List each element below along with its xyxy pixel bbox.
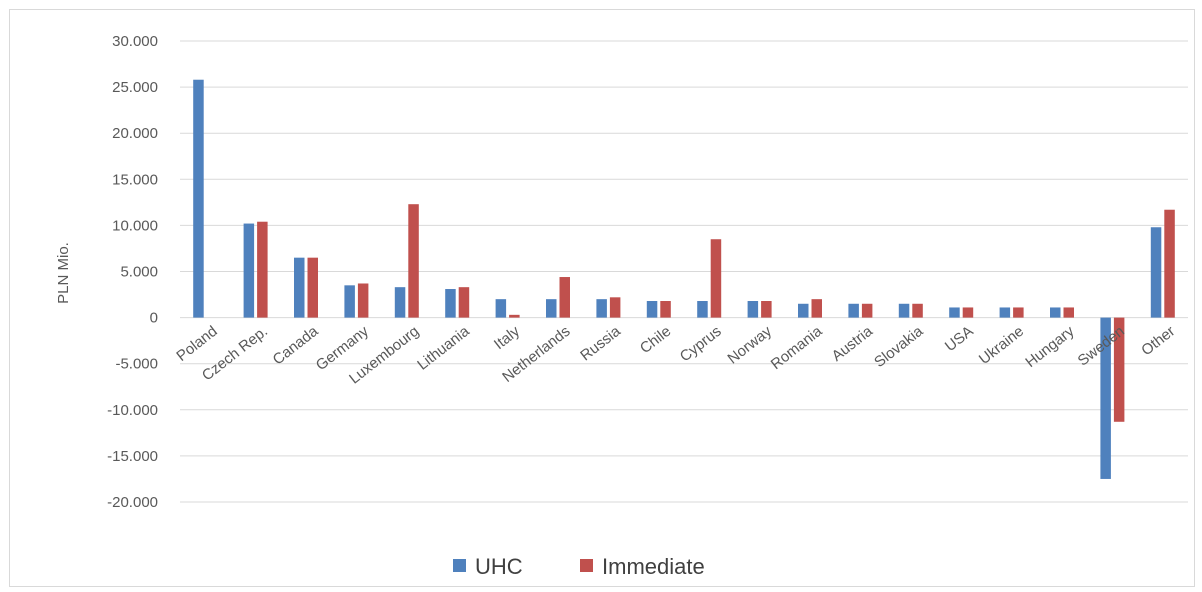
legend-swatch-uhc <box>453 559 466 572</box>
bar-uhc-romania <box>798 303 809 318</box>
bar-uhc-sweden <box>1100 317 1111 479</box>
category-label: Russia <box>577 322 624 364</box>
bar-immediate-canada <box>307 257 318 318</box>
bar-immediate-italy <box>509 314 520 318</box>
y-tick-label: 0 <box>150 310 158 327</box>
y-tick-label: -5.000 <box>115 356 158 373</box>
bar-immediate-other <box>1164 209 1175 318</box>
y-tick-label: 25.000 <box>112 79 158 96</box>
bar-immediate-norway <box>761 301 772 318</box>
y-tick-label: 15.000 <box>112 171 158 188</box>
bar-immediate-cyprus <box>710 239 722 318</box>
bar-immediate-sweden <box>1113 317 1125 422</box>
bar-uhc-cyprus <box>697 301 708 318</box>
bar-uhc-other <box>1150 227 1162 318</box>
bar-immediate-usa <box>962 307 974 318</box>
category-label: Cyprus <box>677 323 725 366</box>
bar-immediate-germany <box>357 283 369 318</box>
bar-immediate-chile <box>660 301 671 318</box>
category-label: USA <box>942 323 977 355</box>
legend: UHC Immediate <box>453 554 705 579</box>
bar-uhc-canada <box>294 257 305 318</box>
bar-immediate-czech-rep <box>257 221 268 318</box>
bar-uhc-lithuania <box>445 289 456 318</box>
category-label: Austria <box>829 322 877 365</box>
category-label: Lithuania <box>414 322 473 373</box>
legend-label-uhc: UHC <box>475 554 523 579</box>
chart-frame <box>9 9 1195 587</box>
y-tick-label: -15.000 <box>107 448 158 465</box>
y-axis-title: PLN Mio. <box>55 242 72 304</box>
bar-immediate-luxembourg <box>408 204 419 318</box>
bar-uhc-austria <box>848 303 859 318</box>
bar-uhc-netherlands <box>546 299 557 318</box>
category-label: Chile <box>637 323 674 357</box>
bar-uhc-poland <box>193 79 204 318</box>
legend-label-immediate: Immediate <box>602 554 705 579</box>
category-label: Italy <box>491 322 524 353</box>
category-label: Other <box>1138 323 1178 359</box>
y-tick-label: 5.000 <box>120 264 158 281</box>
bar-uhc-slovakia <box>898 303 910 318</box>
y-axis-tick-labels: 30.000 25.000 20.000 15.000 10.000 5.000 0 -5.0… <box>107 33 158 511</box>
category-label: Ukraine <box>976 323 1027 368</box>
bars <box>193 79 1175 479</box>
bar-uhc-russia <box>596 299 607 318</box>
legend-swatch-immediate <box>580 559 593 572</box>
bar-uhc-luxembourg <box>394 287 406 318</box>
bar-immediate-russia <box>609 297 621 318</box>
y-tick-label: -10.000 <box>107 402 158 419</box>
bar-uhc-hungary <box>1050 307 1061 318</box>
bar-uhc-chile <box>646 301 658 318</box>
bar-uhc-germany <box>344 285 355 318</box>
bar-immediate-ukraine <box>1013 307 1024 318</box>
bar-uhc-usa <box>949 307 960 318</box>
y-tick-label: 20.000 <box>112 125 158 142</box>
y-tick-label: -20.000 <box>107 494 158 511</box>
bar-immediate-slovakia <box>912 303 923 318</box>
y-tick-label: 10.000 <box>112 217 158 234</box>
bar-uhc-ukraine <box>999 307 1011 318</box>
bar-immediate-austria <box>861 303 873 318</box>
y-tick-label: 30.000 <box>112 33 158 50</box>
category-label: Romania <box>768 322 826 373</box>
gridlines <box>180 40 1188 503</box>
bar-uhc-norway <box>747 301 759 318</box>
bar-immediate-lithuania <box>458 287 470 318</box>
bar-uhc-italy <box>495 299 507 318</box>
bar-uhc-czech-rep <box>243 223 255 318</box>
bar-immediate-hungary <box>1063 307 1074 318</box>
bar-immediate-netherlands <box>559 277 570 318</box>
bar-immediate-romania <box>811 299 822 318</box>
